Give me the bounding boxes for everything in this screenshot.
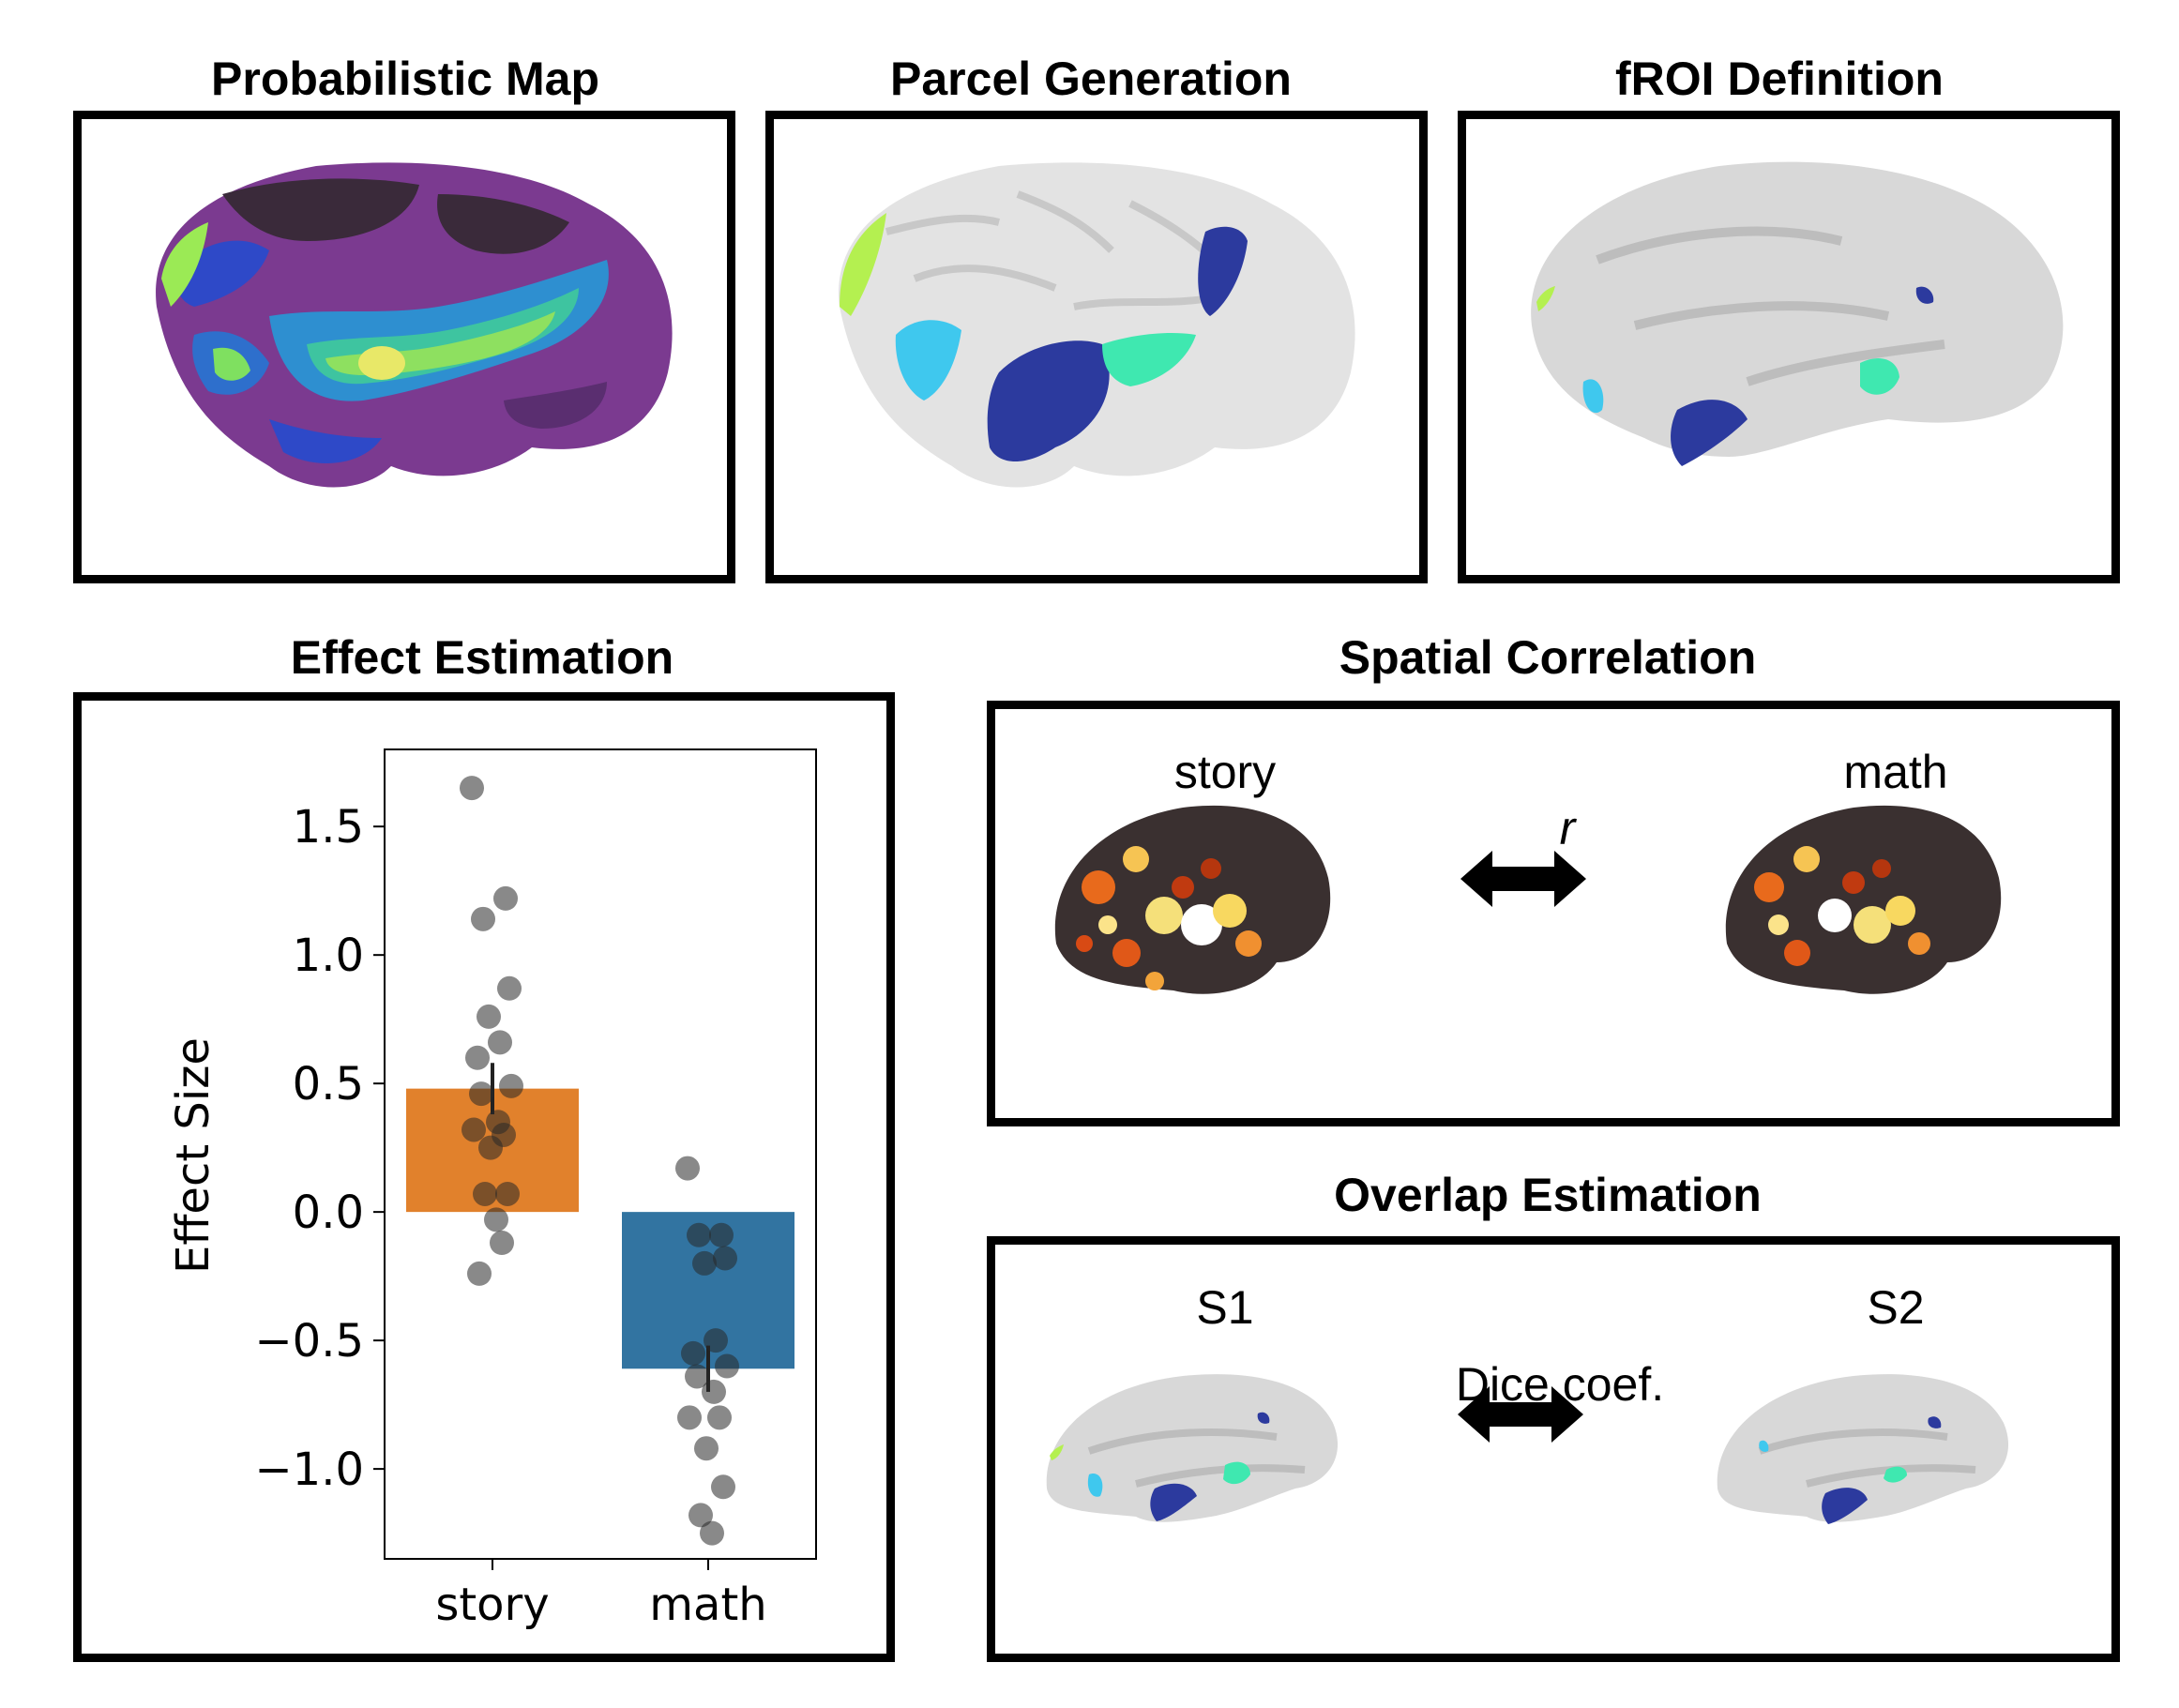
- data-point-math: [681, 1340, 705, 1366]
- y-tick-label: −1.0: [254, 1443, 364, 1496]
- data-point-story: [484, 1207, 508, 1232]
- froi-definition-panel: [1458, 111, 2120, 583]
- data-point-story: [469, 1081, 493, 1107]
- parcel-generation-brain: [839, 162, 1355, 488]
- data-point-math: [711, 1474, 735, 1500]
- parcel-lightblue: [895, 320, 961, 401]
- parcel-teal: [1102, 333, 1196, 386]
- data-point-math: [715, 1353, 739, 1379]
- data-point-story: [495, 1181, 520, 1206]
- parcel-navy-parietal: [1198, 226, 1248, 316]
- spatial-correlation-panel: story math r: [987, 701, 2120, 1126]
- spatial-correlation-graphics: [1054, 805, 2002, 994]
- data-point-story: [493, 885, 518, 911]
- data-point-story: [471, 906, 495, 931]
- data-point-math: [687, 1222, 711, 1247]
- froi-definition-brain: [1531, 161, 2064, 466]
- story-map-label: story: [1173, 746, 1277, 798]
- y-tick-label: 1.5: [293, 801, 364, 854]
- math-activation-brain: [1725, 805, 2002, 994]
- story-activation-brain: [1054, 805, 1331, 994]
- double-arrow-icon: [1460, 851, 1586, 907]
- overlap-estimation-graphics: [1046, 1374, 2009, 1524]
- data-point-math: [675, 1156, 700, 1181]
- data-point-math: [700, 1520, 724, 1546]
- data-point-math: [692, 1250, 717, 1276]
- data-point-story: [467, 1261, 492, 1286]
- data-point-story: [478, 1135, 503, 1160]
- effect-estimation-title: Effect Estimation: [290, 631, 674, 684]
- effect-size-chart: 1.5 1.0 0.5 0.0 −0.5 −1.0 story math Effect Siz…: [167, 748, 817, 1631]
- parcel-lime: [840, 213, 886, 316]
- effect-estimation-panel: 1.5 1.0 0.5 0.0 −0.5 −1.0 story math Effect Siz…: [73, 692, 895, 1662]
- s2-label: S2: [1867, 1281, 1925, 1334]
- data-point-story: [497, 975, 522, 1001]
- data-point-math: [702, 1379, 726, 1404]
- y-tick-label: 0.5: [293, 1058, 364, 1111]
- probabilistic-map-brain: [156, 162, 673, 488]
- math-map-label: math: [1843, 746, 1948, 798]
- data-point-story: [488, 1030, 512, 1055]
- s2-brain: [1717, 1374, 2009, 1524]
- data-point-math: [689, 1503, 713, 1528]
- y-tick-label: 1.0: [293, 930, 364, 982]
- plot-frame: [384, 748, 817, 1560]
- parcel-generation-title: Parcel Generation: [890, 53, 1292, 105]
- x-tick-label-math: math: [649, 1579, 766, 1631]
- parcel-generation-panel: [765, 111, 1428, 583]
- y-axis-label: Effect Size: [167, 1037, 219, 1274]
- x-tick-label-story: story: [435, 1579, 549, 1631]
- overlap-estimation-title: Overlap Estimation: [1334, 1169, 1762, 1221]
- correlation-r-label: r: [1559, 802, 1576, 854]
- data-point-story: [465, 1045, 490, 1070]
- data-point-math: [677, 1405, 702, 1430]
- overlap-estimation-panel: S1 S2 Dice coef.: [987, 1236, 2120, 1662]
- data-point-story: [490, 1231, 514, 1256]
- data-point-math: [709, 1222, 734, 1247]
- data-point-story: [477, 1004, 501, 1029]
- froi-definition-title: fROI Definition: [1615, 53, 1944, 105]
- s1-brain: [1046, 1374, 1339, 1522]
- parcel-navy-temporal: [987, 340, 1110, 461]
- data-point-story: [460, 776, 484, 801]
- probabilistic-map-title: Probabilistic Map: [211, 53, 599, 105]
- probabilistic-map-panel: [73, 111, 735, 583]
- data-point-math: [707, 1405, 732, 1430]
- y-tick-label: 0.0: [293, 1187, 364, 1239]
- data-point-math: [713, 1246, 737, 1271]
- s1-label: S1: [1196, 1281, 1254, 1334]
- data-point-math: [685, 1364, 709, 1389]
- data-point-math: [694, 1436, 719, 1461]
- spatial-correlation-title: Spatial Correlation: [1339, 631, 1757, 684]
- data-point-story: [499, 1073, 523, 1098]
- data-point-story: [473, 1181, 497, 1206]
- y-tick-label: −0.5: [254, 1315, 364, 1368]
- data-point-story: [462, 1117, 486, 1142]
- double-arrow-icon: [1458, 1386, 1583, 1443]
- data-point-math: [704, 1328, 728, 1353]
